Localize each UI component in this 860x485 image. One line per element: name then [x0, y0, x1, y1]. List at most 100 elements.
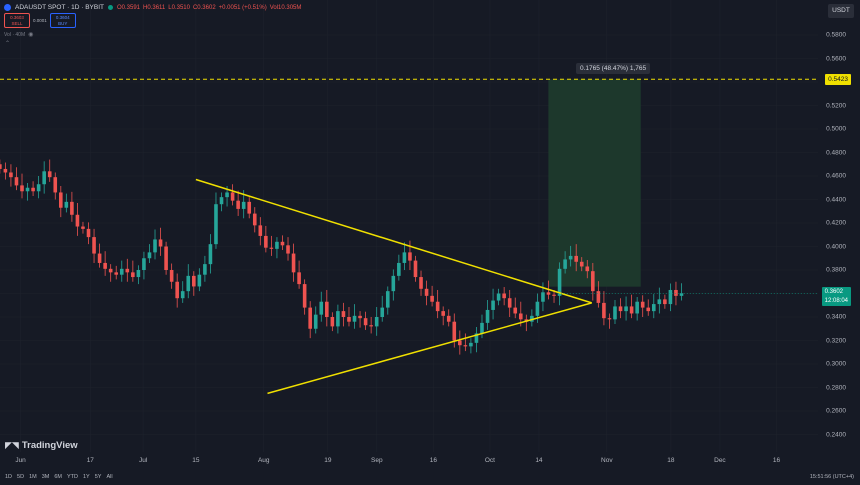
price-tick-label: 0.2400 [826, 431, 846, 438]
candle-body [469, 342, 473, 347]
candle-body [53, 177, 58, 193]
price-tick-label: 0.5600 [826, 55, 846, 62]
time-tick-label: Jul [138, 457, 148, 464]
symbol-legend: ADAUSDT SPOT · 1D · BYBIT O0.3591 H0.3611… [4, 4, 304, 11]
candle-body [286, 245, 290, 254]
candle-body [369, 325, 373, 327]
collapse-legend-icon[interactable]: ⌃ [5, 41, 11, 47]
ohlc-low: L0.3510 [168, 4, 190, 11]
candle-body [225, 192, 229, 198]
eye-icon[interactable]: ◉ [28, 32, 34, 38]
candle-body [679, 293, 684, 296]
candle-body [363, 318, 368, 326]
range-1y[interactable]: 1Y [82, 474, 90, 480]
currency-selector[interactable]: USDT [828, 4, 854, 18]
candle-body [59, 192, 63, 208]
candle-body [347, 317, 351, 322]
candle-body [142, 258, 146, 270]
triangle-upper-line[interactable] [195, 178, 592, 304]
tradingview-logo[interactable]: ◤◥ TradingView [5, 440, 78, 451]
candle-body [458, 340, 462, 346]
range-5d[interactable]: 5D [17, 474, 25, 480]
time-tick-label: Nov [601, 457, 613, 464]
symbol-title[interactable]: ADAUSDT SPOT · 1D · BYBIT [15, 4, 104, 11]
candle-body [3, 168, 8, 173]
candle-body [591, 271, 595, 292]
candle-body [325, 301, 329, 317]
candle-body [530, 315, 534, 322]
candle-body [374, 317, 379, 327]
candle-body [203, 264, 207, 275]
time-tick-label: Dec [714, 457, 726, 464]
market-status-icon [107, 5, 113, 10]
candle-body [463, 345, 468, 347]
candle-body [491, 300, 495, 310]
candle-body [613, 306, 617, 320]
candle-body [269, 247, 274, 249]
range-5y[interactable]: 5Y [94, 474, 102, 480]
time-tick-label: 17 [86, 457, 94, 464]
price-tick-label: 0.5200 [826, 102, 846, 109]
candle-body [629, 306, 634, 314]
candle-body [264, 235, 268, 248]
target-zone [548, 79, 641, 287]
candle-body [441, 311, 445, 316]
sell-label: SELL [11, 21, 23, 26]
range-3m[interactable]: 3M [41, 474, 50, 480]
candle-body [435, 301, 440, 312]
price-tick-label: 0.2600 [826, 407, 846, 415]
time-tick-label: Jun [15, 457, 26, 464]
ohlc-open: O0.3591 [116, 4, 141, 11]
volume-label: Vol · 40M [4, 31, 26, 38]
buy-button[interactable]: 0.3604 BUY [49, 13, 76, 28]
candle-body [230, 192, 235, 201]
range-1m[interactable]: 1M [29, 474, 37, 480]
spread-value: 0.0001 [33, 18, 47, 23]
ohlc-high: H0.3611 [143, 4, 166, 11]
candle-body [92, 237, 96, 254]
price-tick-label: 0.4800 [826, 149, 846, 156]
candle-body [302, 284, 307, 308]
triangle-lower-line[interactable] [267, 302, 592, 395]
candle-body [86, 228, 91, 238]
range-all[interactable]: All [106, 474, 113, 480]
candle-body [186, 275, 191, 292]
candle-body [70, 201, 74, 215]
candle-body [585, 266, 590, 272]
current-price-tag: 0.3602 12:08:04 [821, 287, 851, 306]
candle-body [103, 262, 107, 269]
volume-indicator[interactable]: Vol · 40M ◉ [4, 31, 34, 39]
range-ytd[interactable]: YTD [66, 474, 78, 480]
candle-body [158, 239, 163, 247]
candle-body [114, 272, 119, 275]
candle-body [241, 201, 246, 209]
candle-body [380, 307, 385, 317]
candles [0, 159, 684, 355]
candle-body [153, 239, 157, 253]
candle-body [313, 314, 318, 329]
price-tick-label: 0.3000 [826, 360, 846, 368]
candle-body [42, 171, 46, 185]
candle-body [513, 307, 518, 314]
candle-body [81, 226, 85, 229]
candle-body [297, 272, 301, 285]
candle-body [496, 293, 501, 301]
sell-price: 0.3603 [10, 15, 24, 20]
range-1d[interactable]: 1D [5, 474, 13, 480]
candle-body [668, 289, 673, 305]
price-tick-label: 0.4600 [826, 172, 846, 180]
clock[interactable]: 15:51:56 (UTC+4) [809, 474, 854, 480]
candle-body [208, 244, 213, 265]
candle-body [607, 318, 612, 320]
candle-body [75, 214, 80, 227]
candle-body [169, 270, 174, 282]
candle-body [336, 311, 340, 327]
candle-body [474, 333, 479, 343]
candle-body [31, 187, 35, 192]
range-6m[interactable]: 6M [54, 474, 62, 480]
candle-body [535, 301, 540, 316]
candle-body [574, 255, 578, 262]
sell-button[interactable]: 0.3603 SELL [4, 13, 30, 28]
symbol-logo-icon [4, 4, 11, 11]
